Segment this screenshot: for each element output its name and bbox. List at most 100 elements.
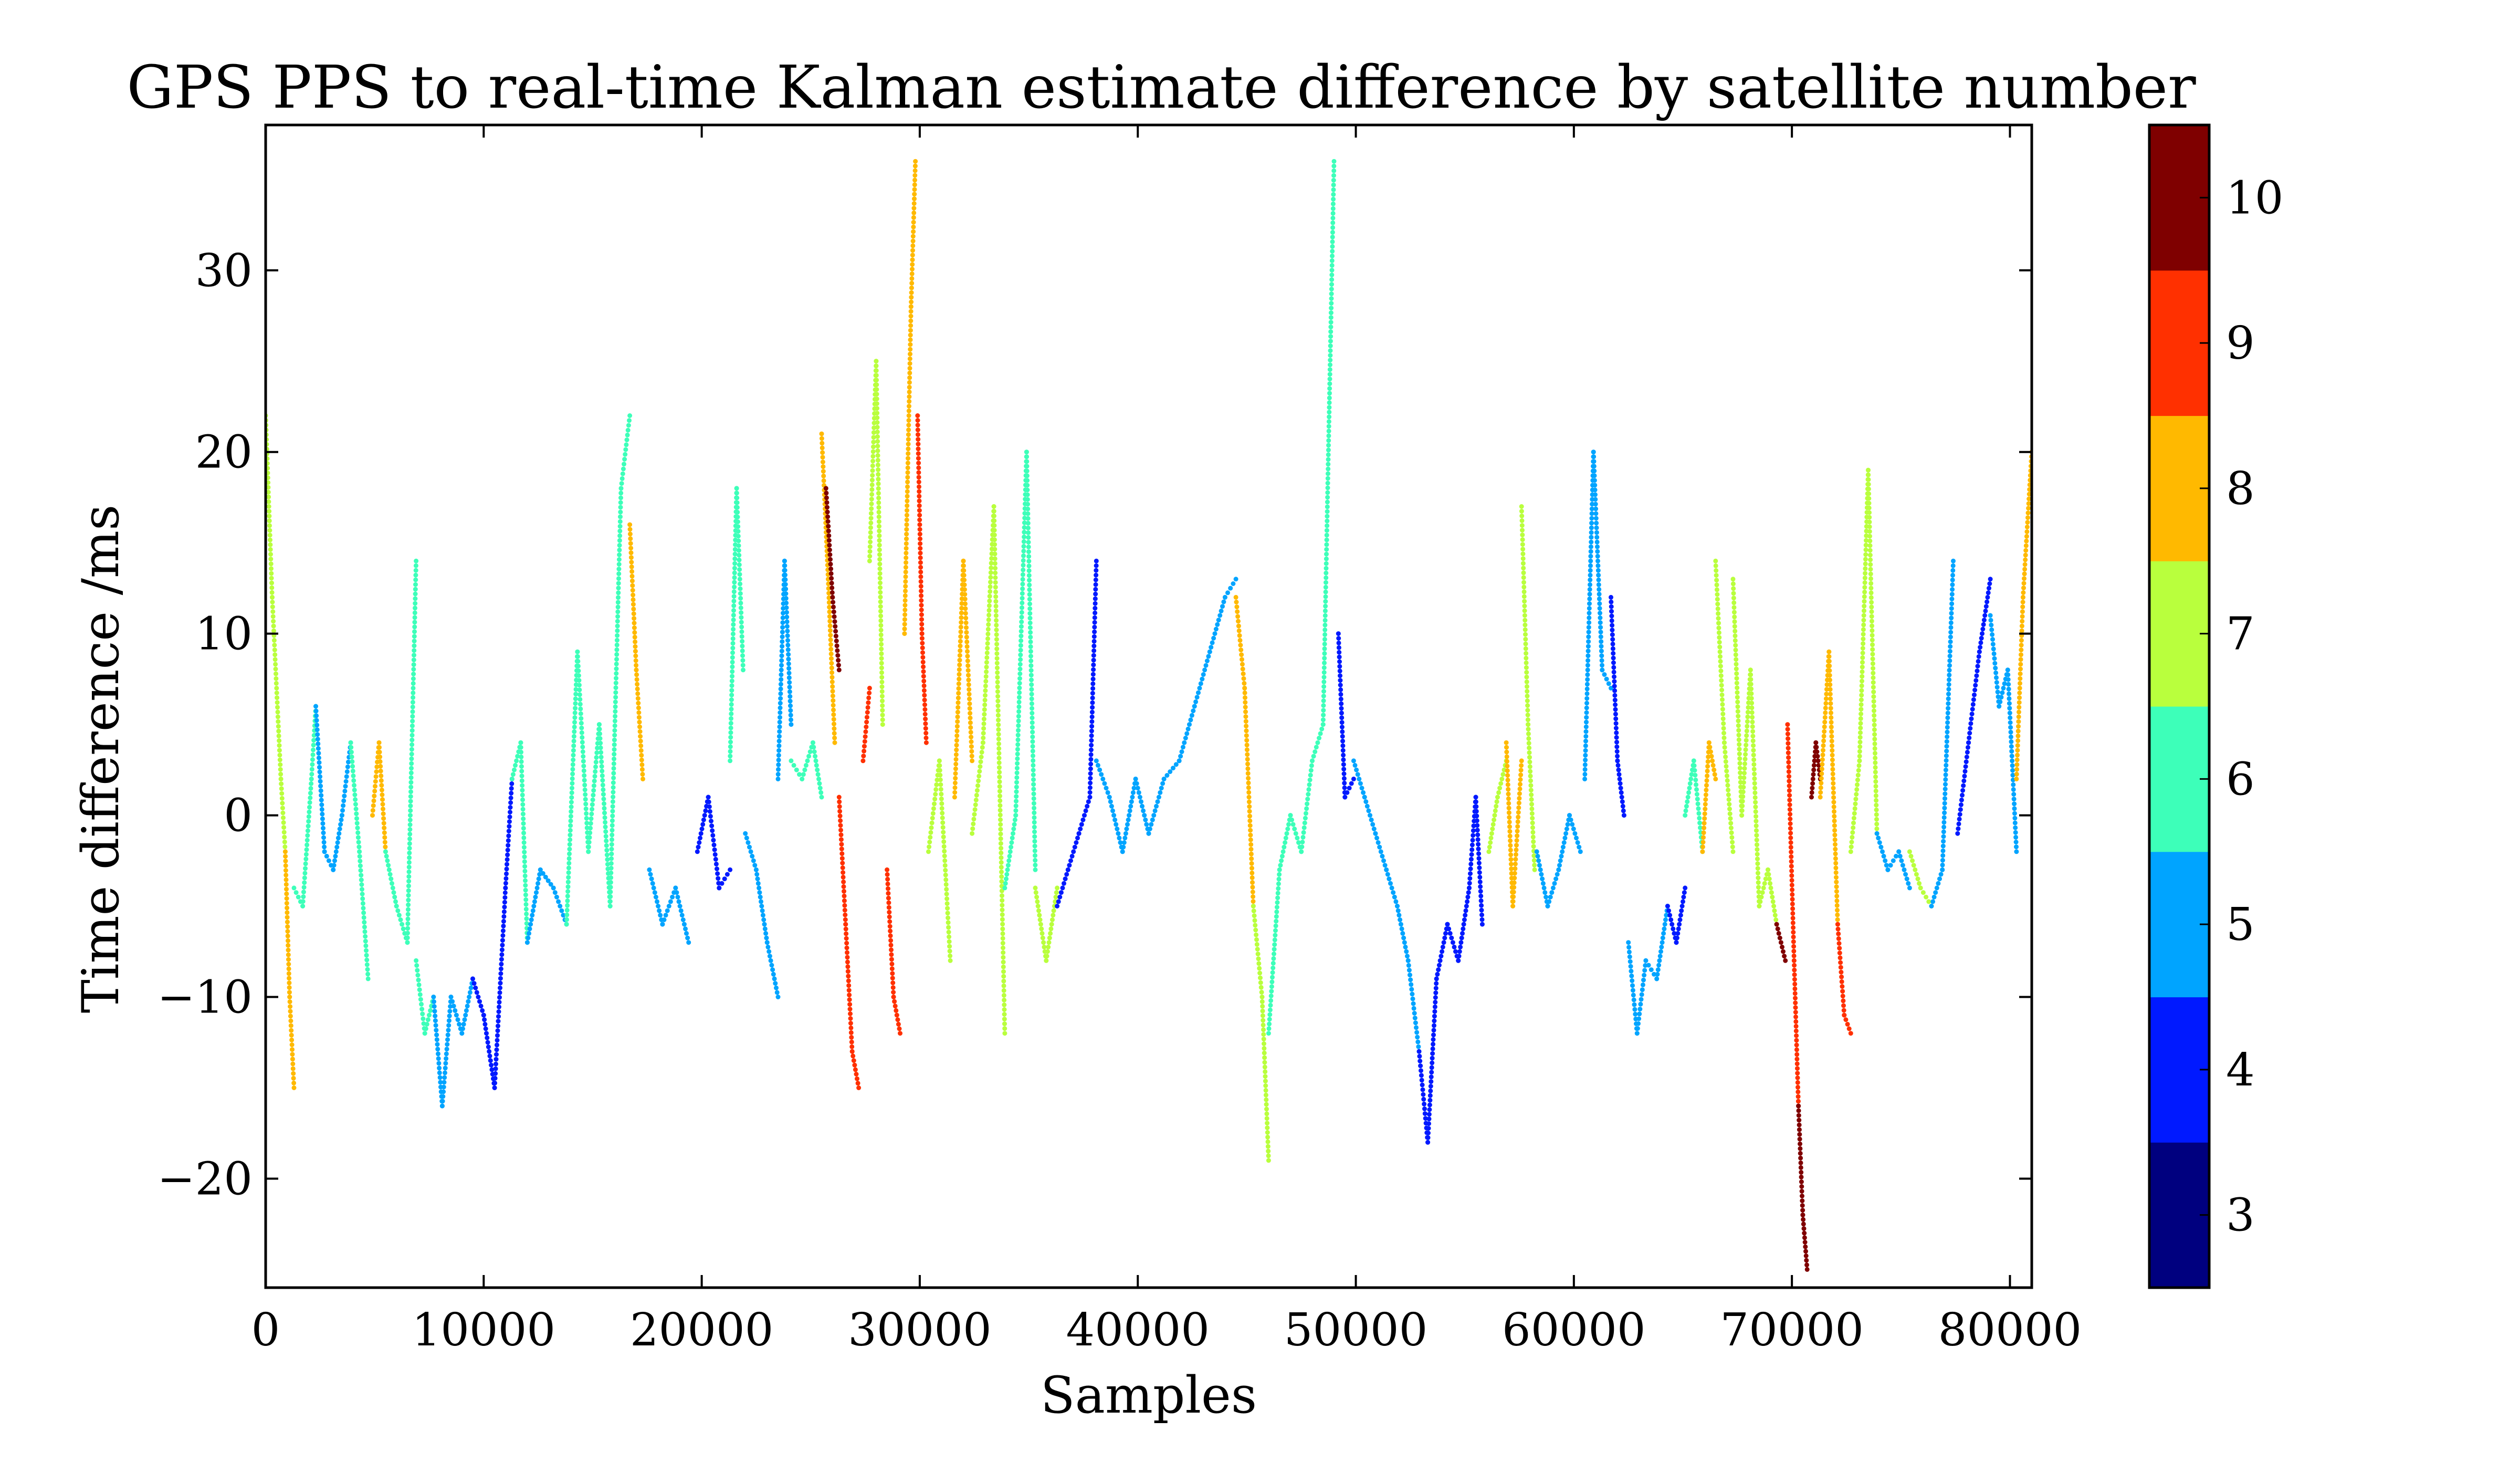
data-point: [1978, 640, 1983, 645]
data-point: [1321, 684, 1327, 689]
data-point: [1549, 890, 1555, 895]
data-point: [1109, 803, 1114, 809]
data-point: [2020, 604, 2025, 610]
data-point: [737, 557, 742, 562]
data-point: [844, 936, 849, 941]
data-point: [306, 823, 311, 829]
data-point: [1026, 559, 1032, 564]
data-point: [1248, 828, 1253, 833]
data-point: [984, 664, 989, 670]
data-point: [1237, 633, 1242, 638]
series-segment-sat-6: [383, 558, 419, 945]
data-point: [1832, 813, 1837, 819]
data-point: [978, 759, 983, 765]
data-point: [1689, 772, 1694, 777]
data-point: [831, 600, 836, 605]
data-point: [774, 990, 780, 995]
data-point: [907, 356, 912, 361]
data-point: [1972, 687, 1978, 693]
data-point: [956, 681, 961, 686]
data-point: [739, 629, 744, 634]
data-point: [412, 615, 417, 620]
data-point: [827, 628, 833, 633]
data-point: [1322, 641, 1327, 646]
data-point: [1328, 320, 1334, 325]
data-point: [1339, 706, 1344, 711]
data-point: [874, 368, 879, 373]
series-segment-sat-5: [431, 976, 475, 1109]
data-point: [917, 517, 922, 523]
data-point: [785, 647, 791, 652]
data-point: [1839, 969, 1844, 975]
data-point: [296, 894, 301, 900]
data-point: [371, 798, 376, 803]
data-point: [1002, 1021, 1007, 1027]
data-point: [1338, 678, 1343, 683]
data-point: [1475, 832, 1480, 838]
data-point: [1597, 587, 1602, 592]
data-point: [1468, 871, 1473, 876]
data-point: [875, 430, 880, 434]
data-point: [1031, 787, 1036, 792]
data-point: [1946, 701, 1951, 706]
data-point: [304, 838, 310, 843]
data-point: [1598, 620, 1603, 625]
data-point: [1274, 909, 1279, 914]
data-point: [1286, 822, 1291, 827]
data-point: [620, 476, 625, 481]
data-point: [892, 1004, 898, 1009]
data-point: [289, 1042, 295, 1047]
data-point: [1761, 885, 1766, 891]
data-point: [1359, 786, 1364, 791]
data-point: [823, 486, 828, 491]
data-point: [716, 876, 721, 881]
data-point: [1793, 1014, 1798, 1019]
data-point: [1717, 644, 1723, 650]
data-point: [1798, 1141, 1802, 1146]
data-point: [1737, 751, 1742, 757]
data-point: [1178, 754, 1183, 759]
data-point: [1941, 815, 1947, 820]
data-point: [996, 741, 1001, 746]
series-segment-sat-5: [1351, 758, 1389, 872]
data-point: [1845, 1021, 1850, 1027]
data-point: [1848, 849, 1853, 854]
data-point: [1715, 601, 1720, 607]
data-point: [737, 552, 742, 558]
data-point: [1326, 471, 1330, 476]
data-point: [1532, 862, 1537, 868]
data-point: [2018, 657, 2023, 662]
data-point: [876, 505, 881, 510]
data-point: [1261, 1032, 1266, 1037]
data-point: [739, 615, 744, 620]
data-point: [1836, 941, 1842, 946]
data-point: [579, 720, 584, 726]
data-point: [630, 583, 635, 588]
data-point: [1434, 976, 1439, 981]
data-point: [827, 614, 832, 619]
data-point: [1792, 977, 1797, 982]
data-point: [904, 527, 909, 532]
data-point: [1675, 931, 1681, 936]
data-point: [1871, 685, 1876, 690]
data-point: [1612, 679, 1617, 684]
data-point: [1436, 967, 1441, 973]
data-point: [418, 997, 423, 1002]
data-point: [1718, 659, 1723, 664]
data-point: [1828, 677, 1832, 683]
data-point: [316, 741, 321, 746]
data-point: [1030, 734, 1035, 739]
data-point: [1091, 643, 1097, 649]
data-point: [1755, 866, 1760, 871]
data-point: [609, 847, 614, 852]
data-point: [275, 714, 280, 719]
data-point: [1736, 733, 1741, 738]
data-point: [1740, 803, 1745, 809]
data-point: [1800, 1198, 1805, 1204]
data-point: [998, 831, 1003, 837]
data-point: [969, 744, 974, 749]
data-point: [915, 423, 920, 427]
data-point: [1861, 622, 1866, 628]
data-point: [1598, 630, 1603, 635]
data-point: [1753, 800, 1758, 805]
